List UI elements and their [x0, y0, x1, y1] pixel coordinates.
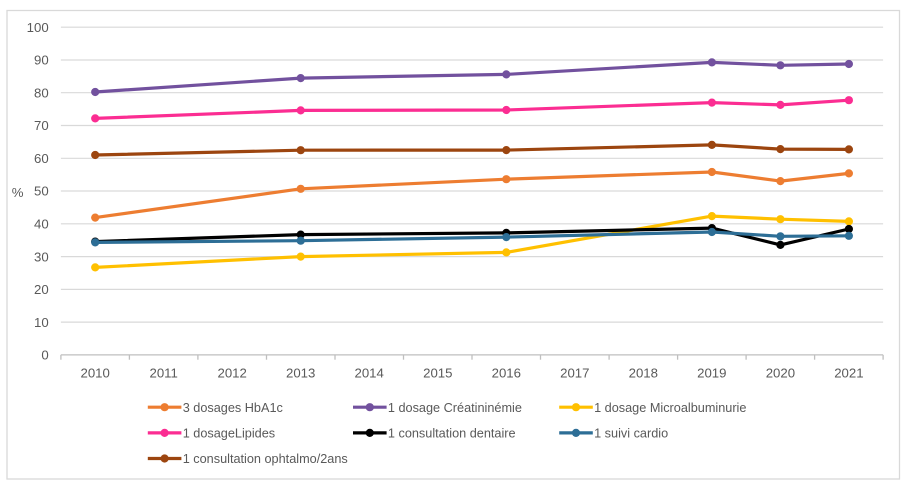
- svg-text:1 dosageLipides: 1 dosageLipides: [183, 427, 275, 441]
- svg-text:2018: 2018: [629, 365, 658, 380]
- svg-text:80: 80: [34, 85, 49, 100]
- svg-text:2016: 2016: [492, 365, 521, 380]
- svg-text:1 consultation dentaire: 1 consultation dentaire: [388, 427, 516, 441]
- svg-text:90: 90: [34, 53, 49, 68]
- svg-text:2014: 2014: [355, 365, 384, 380]
- svg-text:2012: 2012: [218, 365, 247, 380]
- svg-text:2021: 2021: [834, 365, 863, 380]
- svg-text:3 dosages HbA1c: 3 dosages HbA1c: [183, 401, 284, 415]
- svg-text:60: 60: [34, 151, 49, 166]
- svg-text:1 dosage Créatininémie: 1 dosage Créatininémie: [388, 401, 522, 415]
- svg-text:1 dosage Microalbuminurie: 1 dosage Microalbuminurie: [594, 401, 746, 415]
- svg-text:2011: 2011: [150, 365, 178, 380]
- svg-text:2019: 2019: [697, 365, 726, 380]
- svg-text:2017: 2017: [560, 365, 589, 380]
- svg-text:2020: 2020: [766, 365, 795, 380]
- svg-text:20: 20: [34, 282, 49, 297]
- svg-text:1 consultation ophtalmo/2ans: 1 consultation ophtalmo/2ans: [183, 452, 348, 466]
- svg-text:70: 70: [34, 118, 49, 133]
- svg-text:2010: 2010: [81, 365, 110, 380]
- svg-text:100: 100: [27, 20, 49, 35]
- svg-text:30: 30: [34, 249, 49, 264]
- svg-text:2015: 2015: [423, 365, 452, 380]
- svg-text:50: 50: [34, 184, 49, 199]
- svg-text:%: %: [12, 185, 24, 200]
- svg-text:2013: 2013: [286, 365, 315, 380]
- svg-text:1 suivi cardio: 1 suivi cardio: [594, 427, 668, 441]
- svg-text:40: 40: [34, 217, 49, 232]
- svg-text:10: 10: [34, 315, 49, 330]
- svg-text:0: 0: [41, 348, 48, 363]
